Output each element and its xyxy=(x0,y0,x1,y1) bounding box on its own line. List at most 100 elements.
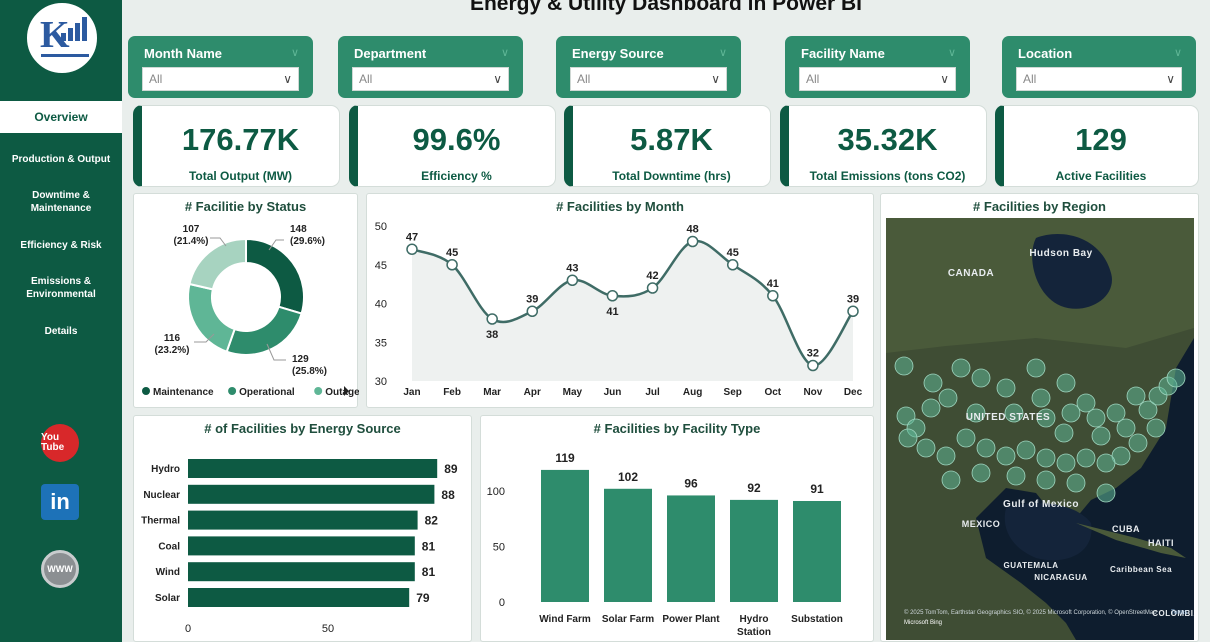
energy-source-bar-chart[interactable]: Hydro 89 Nuclear 88 Thermal 82 Coal 81 Wind 81 Sol… xyxy=(134,416,473,642)
collapse-chevron-icon[interactable]: ∨ xyxy=(947,47,956,59)
map-bubble xyxy=(936,446,956,466)
data-label: 81 xyxy=(422,565,436,579)
category-label: Coal xyxy=(158,541,180,552)
kpi-total-downtime: 5.87K Total Downtime (hrs) xyxy=(564,105,771,187)
map-bubble xyxy=(1086,408,1106,428)
logo-bars xyxy=(61,17,87,41)
map-bubble xyxy=(1004,403,1024,423)
nav-details[interactable]: Details xyxy=(44,325,78,337)
y-tick-label: 30 xyxy=(375,376,387,388)
filter-value: All xyxy=(149,72,163,86)
region-map[interactable]: CANADA Hudson Bay UNITED STATES Gulf of Mex… xyxy=(886,218,1194,640)
filter-location-dropdown[interactable]: All ∨ xyxy=(1016,67,1182,91)
bar xyxy=(188,459,438,478)
line-point xyxy=(646,282,659,294)
x-tick-label: May xyxy=(563,387,583,398)
legend-label: Operational xyxy=(239,387,295,398)
logo-underline xyxy=(41,54,89,57)
leader-line xyxy=(210,237,227,247)
youtube-icon[interactable]: You Tube xyxy=(41,424,79,462)
map-bubble xyxy=(996,378,1016,398)
nav-production-output[interactable]: Production & Output xyxy=(11,153,111,165)
map-bubble xyxy=(923,373,943,393)
filter-department-dropdown[interactable]: All ∨ xyxy=(352,67,509,91)
map-bubble xyxy=(966,403,986,423)
line-point xyxy=(606,290,619,302)
data-label: 41 xyxy=(767,278,779,290)
linkedin-icon[interactable]: in xyxy=(41,484,79,520)
filter-month-dropdown[interactable]: All ∨ xyxy=(142,67,299,91)
data-label: 96 xyxy=(684,476,698,490)
y-tick-label: 50 xyxy=(375,221,387,233)
map-bubble xyxy=(941,470,961,490)
collapse-chevron-icon[interactable]: ∨ xyxy=(1173,47,1182,59)
x-tick-label: Jul xyxy=(645,387,660,398)
filter-energy-source-dropdown[interactable]: All ∨ xyxy=(570,67,727,91)
category-label: Hydro xyxy=(151,464,180,475)
map-label: Gulf of Mexico xyxy=(1003,499,1079,510)
bar xyxy=(188,588,410,607)
map-bubble xyxy=(1166,368,1186,388)
map-bubble xyxy=(1096,453,1116,473)
data-label: 39 xyxy=(847,293,859,305)
x-tick-label: Dec xyxy=(844,387,863,398)
facility-type-bar-chart[interactable]: 0 50 100 119 Wind Farm 102 Solar Farm 96 Power P… xyxy=(481,416,875,642)
map-label: NICARAGUA xyxy=(1034,573,1087,582)
collapse-chevron-icon[interactable]: ∨ xyxy=(290,47,299,59)
filter-value: All xyxy=(577,72,591,86)
line-point xyxy=(767,290,779,302)
map-label: CUBA xyxy=(1112,524,1140,534)
data-label: 43 xyxy=(566,262,578,274)
nav-efficiency-risk[interactable]: Efficiency & Risk xyxy=(20,239,102,251)
data-label: 91 xyxy=(810,482,824,496)
nav-downtime-maintenance[interactable]: Downtime & Maintenance xyxy=(30,190,92,214)
collapse-chevron-icon[interactable]: ∨ xyxy=(500,47,509,59)
sidebar-nav: Overview Production & Output Downtime & … xyxy=(0,101,122,349)
donut-slice xyxy=(245,237,305,315)
map-label: Caribbean Sea xyxy=(1110,565,1172,574)
category-label: Wind xyxy=(156,567,180,578)
collapse-chevron-icon[interactable]: ∨ xyxy=(718,47,727,59)
website-icon[interactable]: WWW xyxy=(41,550,79,588)
donut-slice xyxy=(188,237,247,291)
map-bubble xyxy=(916,438,936,458)
y-tick-label: 40 xyxy=(375,299,387,311)
data-label: 32 xyxy=(807,348,819,360)
data-label: 39 xyxy=(526,293,538,305)
map-hudson-bay xyxy=(1032,234,1112,309)
x-tick-label: Apr xyxy=(524,387,541,398)
map-cuba xyxy=(1076,523,1186,558)
map-bubble xyxy=(1076,448,1096,468)
category-label: Solar Farm xyxy=(602,614,654,625)
month-line-chart[interactable]: 30 35 40 45 50 Jan Feb Mar Apr May Jun Jul Aug Sep Oct… xyxy=(367,194,875,409)
data-label: 79 xyxy=(416,591,430,605)
line-point xyxy=(406,243,418,255)
chevron-down-icon: ∨ xyxy=(940,72,949,86)
data-label: 45 xyxy=(727,247,739,259)
line-point xyxy=(726,259,739,271)
map-bing-logo: Microsoft Bing xyxy=(904,620,942,626)
filter-location: Location ∨ All ∨ xyxy=(1002,36,1196,98)
data-label: 42 xyxy=(646,270,658,282)
map-label: GUATEMALA xyxy=(1003,561,1058,570)
x-tick-label: Mar xyxy=(483,387,501,398)
bar xyxy=(188,562,415,582)
youtube-label: You Tube xyxy=(41,432,65,453)
donut-data-label: (21.4%) xyxy=(173,236,208,247)
map-bubble xyxy=(971,463,991,483)
donut-data-label: 129 xyxy=(292,354,309,365)
data-label: 48 xyxy=(687,224,699,236)
data-label: 45 xyxy=(446,247,458,259)
nav-emissions-environmental[interactable]: Emissions & Environmental xyxy=(26,276,96,300)
data-label: 102 xyxy=(618,470,638,484)
map-bubble xyxy=(1061,403,1081,423)
bar xyxy=(188,536,415,556)
x-tick-label: Sep xyxy=(724,387,742,398)
map-bubble xyxy=(898,428,918,448)
panel-title: # Facilities by Month xyxy=(556,199,684,214)
map-bubble xyxy=(951,358,971,378)
status-donut-chart[interactable]: 148(29.6%) 129(25.8%) 116(23.2%) 107(21.4%)… xyxy=(134,194,359,409)
donut-data-label: (25.8%) xyxy=(292,366,327,377)
filter-facility-name-dropdown[interactable]: All ∨ xyxy=(799,67,956,91)
nav-overview[interactable]: Overview xyxy=(0,101,122,133)
